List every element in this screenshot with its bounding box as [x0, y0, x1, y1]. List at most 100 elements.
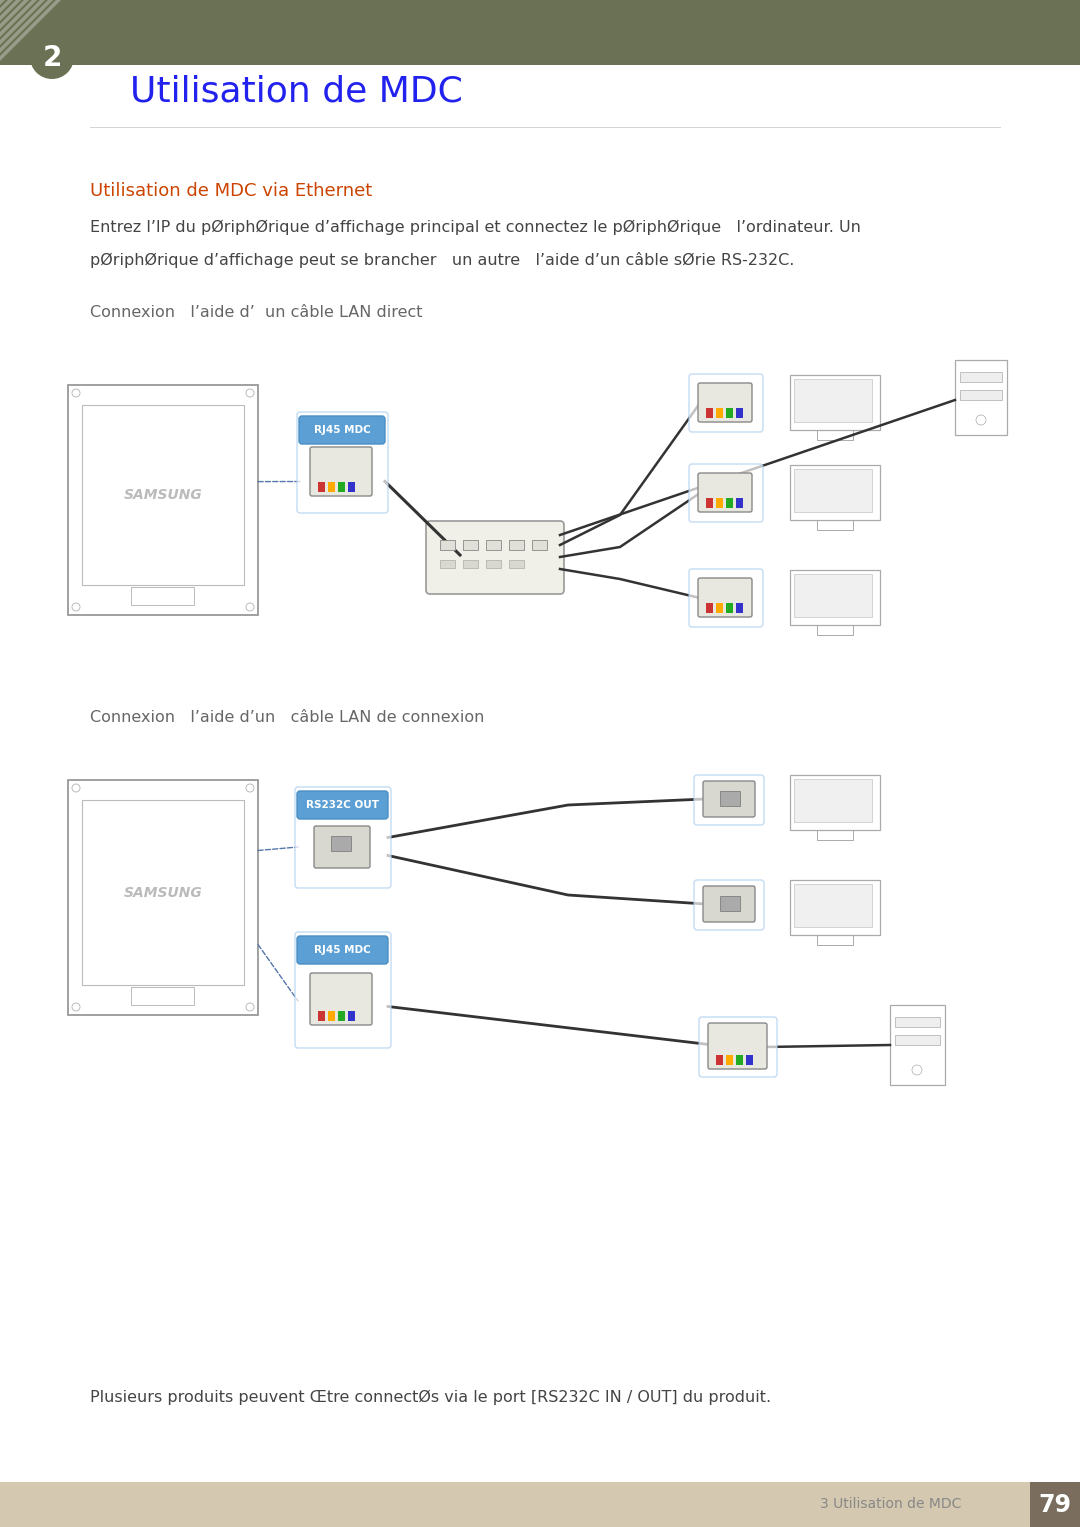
Bar: [794, 379, 872, 421]
Polygon shape: [0, 0, 5, 5]
Circle shape: [72, 603, 80, 611]
Bar: [328, 483, 335, 492]
Circle shape: [72, 1003, 80, 1011]
Bar: [706, 408, 713, 418]
FancyBboxPatch shape: [297, 791, 388, 818]
Bar: [0, 0, 1080, 66]
Bar: [716, 408, 723, 418]
FancyBboxPatch shape: [699, 1017, 777, 1077]
Bar: [82, 405, 244, 585]
Bar: [960, 389, 1002, 400]
Circle shape: [912, 1064, 922, 1075]
Bar: [716, 603, 723, 612]
FancyBboxPatch shape: [297, 936, 388, 964]
Bar: [794, 469, 872, 512]
Bar: [486, 541, 501, 550]
Bar: [328, 1011, 335, 1022]
Bar: [794, 884, 872, 927]
Bar: [330, 835, 351, 851]
Circle shape: [30, 35, 75, 79]
Polygon shape: [0, 0, 37, 37]
FancyBboxPatch shape: [698, 579, 752, 617]
Bar: [816, 431, 853, 440]
Bar: [789, 466, 880, 521]
Text: Connexion   l’aide d’un   câble LAN de connexion: Connexion l’aide d’un câble LAN de conne…: [90, 710, 484, 725]
FancyBboxPatch shape: [297, 412, 388, 513]
FancyBboxPatch shape: [708, 1023, 767, 1069]
Bar: [131, 586, 194, 605]
Bar: [706, 498, 713, 508]
Text: Plusieurs produits peuvent Œtre connectØs via le port [RS232C IN / OUT] du produ: Plusieurs produits peuvent Œtre connectØ…: [90, 1390, 771, 1405]
Bar: [318, 483, 325, 492]
FancyBboxPatch shape: [310, 447, 372, 496]
Text: pØriphØrique d’affichage peut se brancher   un autre   l’aide d’un câble sØrie R: pØriphØrique d’affichage peut se branche…: [90, 252, 795, 269]
Circle shape: [72, 783, 80, 793]
Bar: [131, 986, 194, 1005]
Text: Utilisation de MDC via Ethernet: Utilisation de MDC via Ethernet: [90, 182, 373, 200]
Bar: [68, 780, 258, 1015]
Bar: [735, 408, 743, 418]
Bar: [463, 541, 478, 550]
Circle shape: [246, 783, 254, 793]
FancyBboxPatch shape: [698, 473, 752, 512]
FancyBboxPatch shape: [426, 521, 564, 594]
Bar: [440, 560, 455, 568]
Bar: [816, 521, 853, 530]
Bar: [318, 1011, 325, 1022]
Polygon shape: [0, 0, 13, 14]
Bar: [895, 1017, 940, 1028]
Bar: [895, 1035, 940, 1044]
Text: 79: 79: [1039, 1492, 1071, 1516]
Text: Entrez l’IP du pØriphØrique d’affichage principal et connectez le pØriphØrique  : Entrez l’IP du pØriphØrique d’affichage …: [90, 220, 861, 235]
FancyBboxPatch shape: [689, 464, 762, 522]
Circle shape: [246, 1003, 254, 1011]
Bar: [726, 498, 733, 508]
Text: RJ45 MDC: RJ45 MDC: [314, 945, 370, 954]
Bar: [1030, 1483, 1080, 1527]
Bar: [726, 603, 733, 612]
Bar: [716, 1055, 723, 1064]
Bar: [735, 603, 743, 612]
Text: RJ45 MDC: RJ45 MDC: [313, 425, 370, 435]
Circle shape: [976, 415, 986, 425]
Bar: [955, 360, 1007, 435]
Bar: [68, 385, 258, 615]
FancyBboxPatch shape: [295, 786, 391, 889]
Bar: [348, 483, 355, 492]
Bar: [338, 1011, 345, 1022]
Bar: [706, 603, 713, 612]
FancyBboxPatch shape: [310, 973, 372, 1025]
Bar: [746, 1055, 753, 1064]
FancyBboxPatch shape: [299, 415, 384, 444]
FancyBboxPatch shape: [689, 570, 762, 628]
Bar: [735, 1055, 743, 1064]
Text: Connexion   l’aide d’  un câble LAN direct: Connexion l’aide d’ un câble LAN direct: [90, 305, 422, 321]
Polygon shape: [0, 0, 45, 44]
Bar: [890, 1005, 945, 1086]
Bar: [816, 831, 853, 840]
Bar: [726, 1055, 733, 1064]
Text: 3 Utilisation de MDC: 3 Utilisation de MDC: [820, 1498, 961, 1512]
Bar: [463, 560, 478, 568]
Bar: [532, 541, 546, 550]
FancyBboxPatch shape: [703, 780, 755, 817]
Circle shape: [246, 603, 254, 611]
FancyBboxPatch shape: [694, 776, 764, 825]
FancyBboxPatch shape: [694, 880, 764, 930]
Polygon shape: [0, 0, 29, 29]
Bar: [0, 1483, 1080, 1527]
Bar: [440, 541, 455, 550]
FancyBboxPatch shape: [689, 374, 762, 432]
Text: SAMSUNG: SAMSUNG: [123, 489, 202, 502]
Bar: [716, 498, 723, 508]
Text: SAMSUNG: SAMSUNG: [123, 886, 202, 899]
FancyBboxPatch shape: [698, 383, 752, 421]
Bar: [789, 376, 880, 431]
Bar: [960, 373, 1002, 382]
Bar: [789, 570, 880, 625]
Bar: [509, 560, 524, 568]
Bar: [720, 791, 740, 806]
Polygon shape: [0, 0, 60, 61]
Bar: [348, 1011, 355, 1022]
Bar: [735, 498, 743, 508]
